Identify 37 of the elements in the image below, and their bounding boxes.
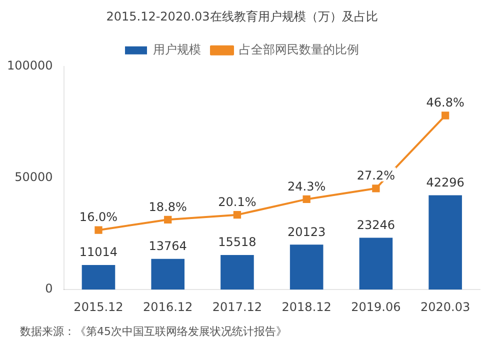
x-tick-label: 2020.03 — [420, 300, 470, 314]
point — [441, 112, 450, 120]
bar — [82, 265, 116, 290]
x-tick-label: 2017.12 — [212, 300, 262, 314]
data-label: 15518 — [218, 235, 256, 250]
data-label: 13764 — [148, 239, 187, 254]
data-label: 18.8% — [148, 200, 187, 214]
bar — [220, 254, 254, 290]
legend-label: 占全部网民数量的比例 — [239, 42, 359, 57]
data-label: 42296 — [426, 175, 464, 190]
data-label: 24.3% — [288, 179, 326, 194]
data-label: 23246 — [356, 218, 396, 232]
x-tick-label: 2016.12 — [143, 300, 193, 314]
data-label: 11014 — [79, 245, 118, 260]
bar — [428, 195, 462, 290]
chart-title: 2015.12-2020.03在线教育用户规模（万）及占比 — [106, 9, 378, 24]
data-label: 16.0% — [79, 210, 118, 224]
data-label: 27.2% — [356, 168, 396, 183]
bar — [290, 244, 324, 290]
data-label: 20.1% — [218, 194, 256, 209]
x-tick-label: 2018.12 — [282, 300, 332, 314]
source-note: 数据来源：《第45次中国互联网络发展状况统计报告》 — [20, 324, 288, 339]
point — [233, 211, 242, 219]
x-tick-label: 2015.12 — [74, 300, 124, 314]
point — [164, 216, 172, 224]
point — [302, 195, 310, 204]
bar — [151, 258, 185, 290]
y-tick-label: 0 — [45, 282, 53, 296]
data-label: 20123 — [287, 224, 326, 239]
point — [94, 226, 102, 234]
data-label: 46.8% — [426, 96, 464, 110]
legend-label: 用户规模 — [153, 42, 201, 57]
y-tick-label: 50000 — [14, 170, 53, 184]
y-tick-label: 100000 — [6, 58, 53, 73]
bar — [359, 238, 393, 290]
point — [372, 184, 380, 192]
x-tick-label: 2019.06 — [351, 300, 401, 314]
